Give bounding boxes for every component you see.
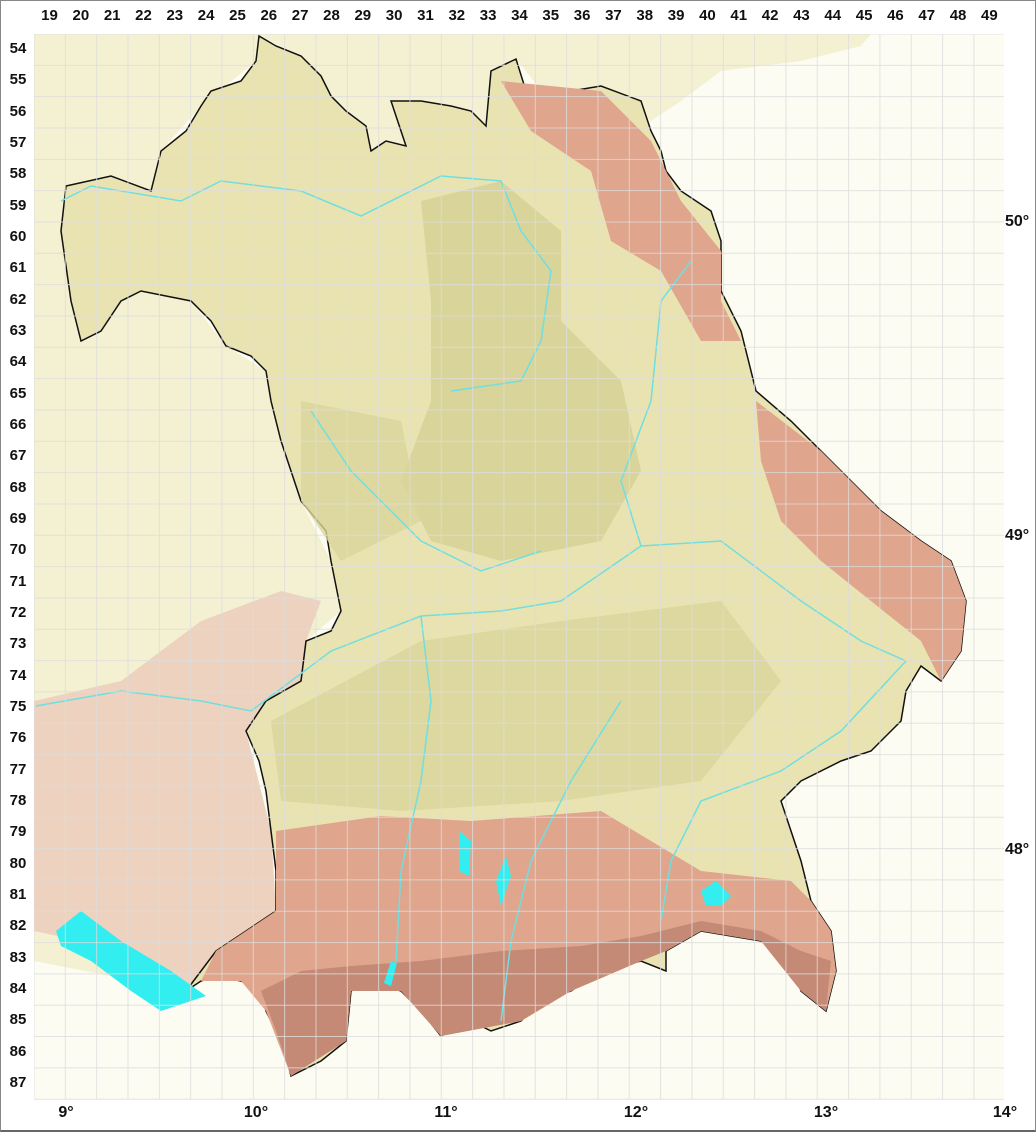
grid-row-label: 74 xyxy=(9,666,27,684)
upland-franconian-jura xyxy=(401,181,641,561)
grid-column-label: 22 xyxy=(135,7,152,24)
grid-row-label: 67 xyxy=(9,447,27,465)
grid-column-label: 26 xyxy=(260,7,278,24)
grid-column-label: 32 xyxy=(448,7,466,24)
grid-row-label: 78 xyxy=(9,791,27,809)
prealps-south xyxy=(201,811,836,1076)
longitude-label: 12° xyxy=(623,1104,649,1121)
grid-column-label: 30 xyxy=(385,7,403,24)
river-lech xyxy=(395,615,432,962)
grid-column-label: 42 xyxy=(761,7,779,24)
grid-column-label: 29 xyxy=(354,7,372,24)
alps xyxy=(261,921,831,1076)
grid-row-label: 60 xyxy=(9,227,27,245)
map-canvas[interactable] xyxy=(34,34,1004,1100)
grid-column-label: 47 xyxy=(918,7,936,24)
grid-row-label: 55 xyxy=(9,71,27,89)
grid-column-label: 34 xyxy=(511,7,528,24)
grid-row-label: 80 xyxy=(9,854,27,872)
upland-south xyxy=(271,601,781,811)
grid-row-label: 63 xyxy=(9,321,27,339)
latitude-label: 50° xyxy=(1005,213,1030,230)
grid-row-label: 71 xyxy=(9,572,27,590)
grid-column-label: 19 xyxy=(41,7,58,24)
grid-row-label: 79 xyxy=(9,823,27,841)
grid-row-label: 57 xyxy=(9,133,27,151)
river-altmuehl xyxy=(310,410,542,572)
grid-row-label: 85 xyxy=(9,1011,27,1029)
grid-column-label: 41 xyxy=(730,7,748,24)
grid-row-label: 68 xyxy=(9,478,27,496)
grid-row-label: 81 xyxy=(9,885,27,903)
latitude-label: 48° xyxy=(1005,841,1030,858)
longitude-label: 14° xyxy=(992,1104,1018,1121)
grid-row-label: 64 xyxy=(9,353,27,371)
longitude-label: 11° xyxy=(434,1104,458,1121)
grid-row-label: 73 xyxy=(9,635,27,653)
grid-column-label: 33 xyxy=(479,7,497,24)
grid-column-label: 38 xyxy=(636,7,654,24)
river-danube xyxy=(35,540,907,712)
grid-column-label: 46 xyxy=(887,7,904,24)
grid-row-label: 61 xyxy=(9,259,27,277)
grid-row-label: 54 xyxy=(9,40,27,57)
longitude-label: 9° xyxy=(58,1104,74,1121)
grid-column-label: 37 xyxy=(605,7,622,24)
grid-column-label: 39 xyxy=(667,7,685,24)
grid-row-label: 58 xyxy=(9,165,27,183)
grid-row-label: 75 xyxy=(9,697,27,715)
grid-row-label: 82 xyxy=(9,917,27,935)
grid-row-label: 83 xyxy=(9,948,27,966)
grid-column-label: 21 xyxy=(103,7,121,24)
grid-column-label: 23 xyxy=(166,7,184,24)
grid-row-label: 66 xyxy=(9,415,27,433)
grid-column-label: 25 xyxy=(229,7,246,24)
grid-column-label: 49 xyxy=(981,7,998,24)
grid-column-label: 31 xyxy=(417,7,434,24)
grid-column-label: 35 xyxy=(542,7,560,24)
longitude-label: 13° xyxy=(813,1104,839,1121)
grid-column-label: 28 xyxy=(323,7,340,24)
hills-northeast xyxy=(501,81,741,341)
grid-row-label: 84 xyxy=(9,979,27,997)
grid-column-label: 48 xyxy=(949,7,967,24)
grid-row-label: 69 xyxy=(9,509,27,527)
grid-row-label: 56 xyxy=(9,102,27,120)
grid-row-label: 70 xyxy=(9,541,27,559)
grid-column-label: 27 xyxy=(291,7,309,24)
grid-row-label: 86 xyxy=(9,1042,27,1060)
lake-constance xyxy=(56,911,206,1011)
latitude-label: 49° xyxy=(1005,527,1030,544)
grid-row-label: 72 xyxy=(9,603,27,621)
grid-column-label: 40 xyxy=(699,7,716,24)
hills-east xyxy=(756,401,966,681)
outside-hills-southwest xyxy=(34,591,321,991)
grid-column-label: 44 xyxy=(824,7,842,24)
grid-row-label: 59 xyxy=(9,196,27,214)
grid-row-label: 87 xyxy=(9,1073,27,1091)
grid-column-label: 43 xyxy=(793,7,810,24)
grid-row-label: 76 xyxy=(9,729,27,747)
longitude-label: 10° xyxy=(243,1104,269,1121)
river-naab xyxy=(620,260,692,547)
grid-column-label: 36 xyxy=(573,7,591,24)
grid-lines xyxy=(34,34,1004,1100)
grid-column-label: 20 xyxy=(72,7,90,24)
grid-row-label: 77 xyxy=(9,760,27,778)
grid-row-label: 65 xyxy=(9,384,27,402)
grid-column-label: 45 xyxy=(855,7,873,24)
grid-row-label: 62 xyxy=(9,290,27,308)
lake-ammersee xyxy=(459,831,471,876)
grid-column-label: 24 xyxy=(197,7,215,24)
